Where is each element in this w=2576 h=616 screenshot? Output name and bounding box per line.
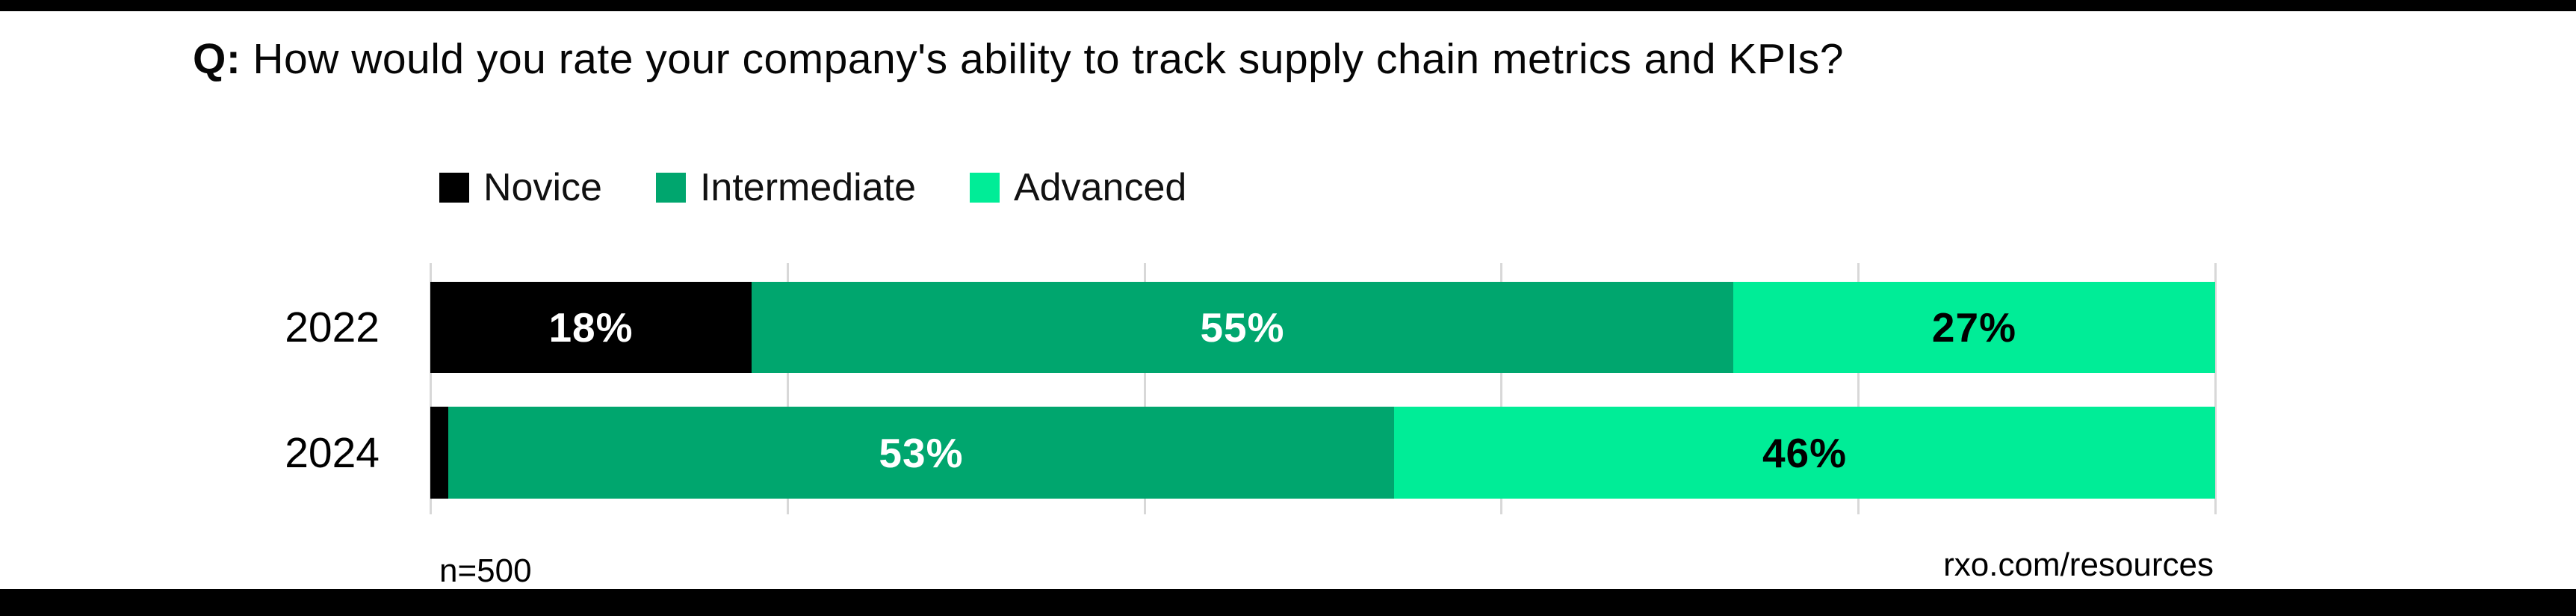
- legend-label-novice: Novice: [483, 166, 602, 209]
- question-prefix: Q:: [193, 35, 241, 83]
- bar-value-label-advanced-2022: 27%: [1931, 304, 2016, 351]
- sample-size-note: n=500: [439, 552, 532, 589]
- gridline-0: [430, 263, 432, 514]
- category-label-2022: 2022: [285, 304, 380, 351]
- bottom-black-strip: [0, 589, 2576, 616]
- bar-segment-novice-2024: [430, 407, 448, 499]
- legend-swatch-intermediate: [655, 173, 686, 203]
- bar-segment-advanced-2022: 27%: [1733, 282, 2215, 373]
- legend-swatch-novice: [439, 173, 469, 203]
- legend-item-advanced: Advanced: [970, 165, 1186, 210]
- category-label-2024: 2024: [285, 428, 380, 477]
- legend-swatch-advanced: [970, 173, 1000, 203]
- legend: Novice Intermediate Advanced: [439, 165, 1186, 210]
- question-text: How would you rate your company's abilit…: [253, 35, 1844, 83]
- question-title: Q: How would you rate your company's abil…: [193, 34, 1844, 84]
- legend-label-advanced: Advanced: [1014, 166, 1187, 209]
- top-black-strip: [0, 0, 2576, 11]
- bar-row-2024: 53% 46%: [430, 407, 2215, 499]
- source-url-text: rxo.com/resources: [1943, 546, 2214, 583]
- legend-label-intermediate: Intermediate: [699, 166, 916, 209]
- bar-segment-novice-2022: 18%: [430, 282, 752, 373]
- legend-item-intermediate: Intermediate: [655, 165, 916, 210]
- bar-segment-advanced-2024: 46%: [1394, 407, 2215, 499]
- gridline-80: [1857, 263, 1860, 514]
- bar-value-label-advanced-2024: 46%: [1762, 429, 1848, 476]
- bar-segment-intermediate-2024: 53%: [448, 407, 1395, 499]
- gridline-40: [1143, 263, 1146, 514]
- legend-item-novice: Novice: [439, 165, 602, 210]
- gridline-60: [1500, 263, 1503, 514]
- bar-segment-intermediate-2022: 55%: [752, 282, 1733, 373]
- bar-value-label-novice-2022: 18%: [548, 304, 634, 351]
- bar-row-2022: 18% 55% 27%: [430, 282, 2215, 373]
- gridline-20: [786, 263, 789, 514]
- bar-value-label-intermediate-2022: 55%: [1200, 304, 1285, 351]
- bar-value-label-intermediate-2024: 53%: [879, 429, 964, 476]
- gridline-100: [2214, 263, 2217, 514]
